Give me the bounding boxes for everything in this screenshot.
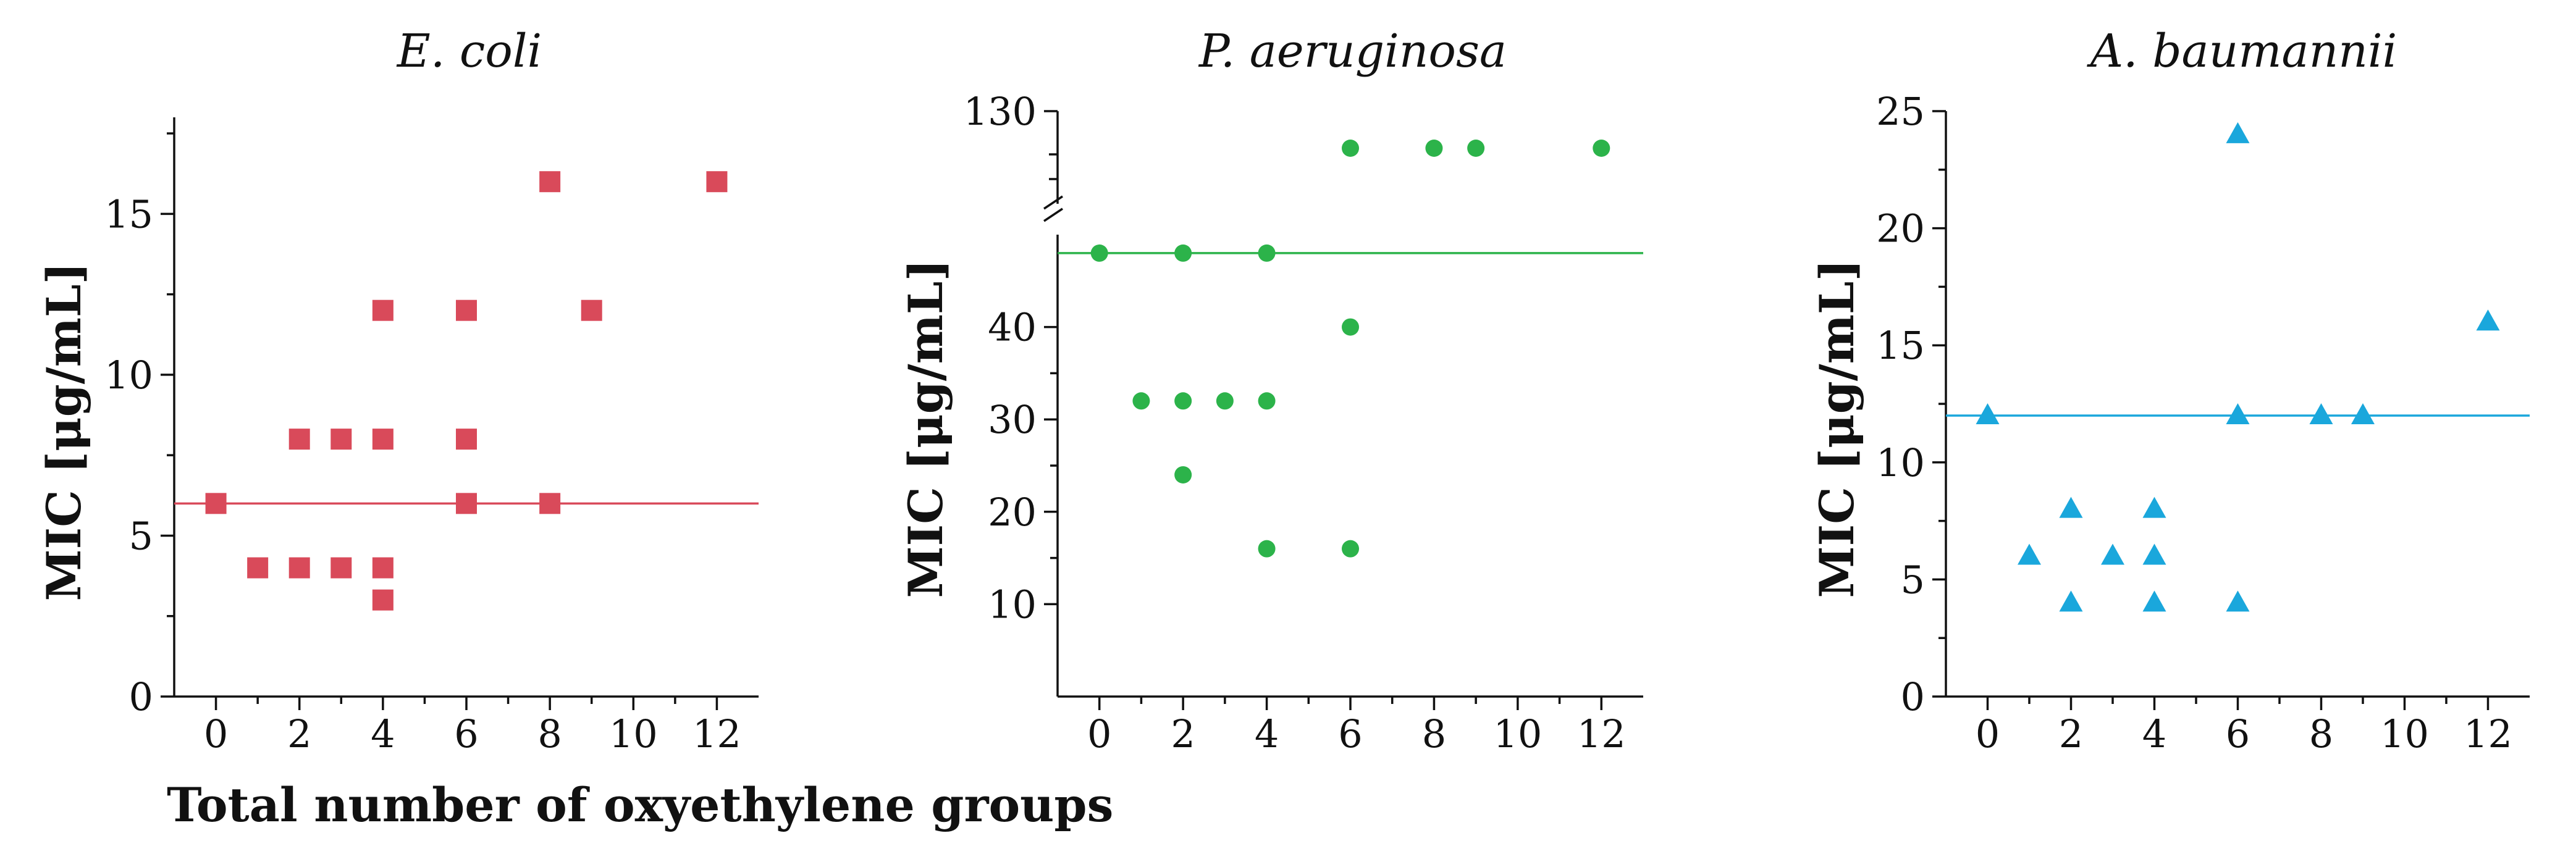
chart1-x-tick-label: 12 — [692, 711, 741, 756]
chart1-data-point-9 — [372, 557, 394, 579]
chart3-data-point-3 — [2059, 496, 2083, 518]
chart3-data-point-14 — [2476, 309, 2500, 331]
chart2-data-point-3 — [1174, 244, 1192, 262]
chart1-data-point-15 — [539, 493, 561, 514]
chart2-y-tick-label: 40 — [988, 305, 1037, 350]
chart3-data-point-11 — [2226, 590, 2250, 612]
chart1-data-point-7 — [372, 299, 394, 321]
chart2-data-point-4 — [1174, 392, 1192, 410]
chart2-data-point-2 — [1132, 392, 1150, 410]
chart2-x-tick-label: 2 — [1171, 711, 1195, 756]
chart3-x-tick-label: 6 — [2226, 711, 2250, 756]
chart3-x-tick-label: 10 — [2380, 711, 2429, 756]
chart1-data-point-8 — [372, 429, 394, 450]
chart2-axis-break-mark-upper — [1043, 195, 1063, 210]
chart3-data-point-8 — [2142, 590, 2166, 612]
chart2-data-point-1 — [1090, 244, 1108, 262]
chart3-x-tick-label: 12 — [2464, 711, 2512, 756]
chart1-x-tick-label: 8 — [537, 711, 562, 756]
chart2-title: P. aeruginosa — [1198, 25, 1507, 78]
chart2-y-tick-label: 10 — [988, 582, 1037, 627]
chart1-y-tick-label: 10 — [104, 353, 153, 398]
chart1-x-tick-label: 0 — [204, 711, 228, 756]
chart3-data-point-12 — [2309, 403, 2333, 424]
chart2-data-point-6 — [1216, 392, 1234, 410]
chart3-y-tick-label: 0 — [1901, 674, 1925, 719]
chart2-y-axis-label: MIC [μg/mL] — [898, 259, 953, 598]
chart1-data-point-13 — [456, 493, 477, 514]
shared-x-axis-label: Total number of oxyethylene groups — [167, 777, 1113, 832]
chart3-x-tick-label: 8 — [2309, 711, 2333, 756]
chart1-data-point-12 — [456, 429, 477, 450]
chart2-data-point-9 — [1258, 540, 1276, 558]
chart2-x-tick-label: 0 — [1087, 711, 1111, 756]
chart1-data-point-6 — [330, 557, 352, 579]
chart1-y-tick-label: 15 — [104, 191, 153, 237]
chart1-x-tick-label: 6 — [454, 711, 478, 756]
chart2-x-tick-label: 10 — [1493, 711, 1542, 756]
chart3-y-tick-label: 25 — [1876, 89, 1925, 134]
chart2-x-tick-label: 6 — [1338, 711, 1362, 756]
chart2-axis-break-mark-lower — [1043, 207, 1063, 222]
chart3-data-point-2 — [2018, 543, 2041, 565]
chart1-data-point-10 — [372, 589, 394, 611]
chart2-x-tick-label: 12 — [1577, 711, 1626, 756]
chart1-data-point-11 — [456, 299, 477, 321]
chart3-y-tick-label: 5 — [1901, 557, 1925, 602]
chart3-y-axis-label: MIC [μg/mL] — [1809, 259, 1864, 598]
chart1-data-point-3 — [288, 429, 310, 450]
chart2-data-point-8 — [1258, 392, 1276, 410]
chart1-x-tick-label: 10 — [609, 711, 658, 756]
chart2-y-tick-label: 30 — [988, 397, 1037, 442]
chart2-x-tick-label: 4 — [1255, 711, 1279, 756]
chart3-x-tick-label: 2 — [2059, 711, 2083, 756]
chart1-y-tick-label: 0 — [129, 674, 153, 719]
chart2-data-point-13 — [1425, 140, 1443, 157]
chart3-y-tick-label: 15 — [1876, 323, 1925, 368]
chart1-x-tick-label: 4 — [371, 711, 395, 756]
chart3-data-point-10 — [2226, 403, 2250, 424]
chart1-data-point-1 — [205, 493, 227, 514]
chart2-data-point-10 — [1342, 140, 1359, 157]
chart3-y-tick-label: 20 — [1876, 206, 1925, 251]
chart3-data-point-7 — [2142, 543, 2166, 565]
chart2-data-point-11 — [1342, 318, 1359, 336]
chart2-y-tick-label: 130 — [964, 89, 1037, 134]
chart3-y-tick-label: 10 — [1876, 440, 1925, 485]
chart3-data-point-9 — [2226, 122, 2250, 143]
chart1-data-point-2 — [247, 557, 269, 579]
chart1-title: E. coli — [396, 25, 542, 78]
chart2-data-point-15 — [1593, 140, 1610, 157]
chart1-data-point-16 — [581, 299, 602, 321]
chart1-data-point-4 — [288, 557, 310, 579]
chart3-title: A. baumannii — [2087, 25, 2397, 78]
chart3-data-point-5 — [2101, 543, 2124, 565]
chart3-data-point-6 — [2142, 496, 2166, 518]
chart1-y-tick-label: 5 — [129, 513, 153, 558]
chart2-data-point-12 — [1342, 540, 1359, 558]
chart2-data-point-7 — [1258, 244, 1276, 262]
chart1-x-tick-label: 2 — [287, 711, 311, 756]
chart3-data-point-4 — [2059, 590, 2083, 612]
chart2-y-tick-label: 20 — [988, 490, 1037, 535]
chart1-data-point-17 — [706, 171, 728, 193]
chart1-data-point-14 — [539, 171, 561, 193]
chart2-x-tick-label: 8 — [1422, 711, 1446, 756]
chart1-y-axis-label: MIC [μg/mL] — [36, 262, 91, 601]
chart1-data-point-5 — [330, 429, 352, 450]
chart3-data-point-13 — [2351, 403, 2375, 424]
chart3-x-tick-label: 4 — [2142, 711, 2166, 756]
chart3-data-point-1 — [1976, 403, 2000, 424]
chart2-data-point-5 — [1174, 466, 1192, 484]
chart2-data-point-14 — [1467, 140, 1485, 157]
chart3-x-tick-label: 0 — [1976, 711, 2000, 756]
